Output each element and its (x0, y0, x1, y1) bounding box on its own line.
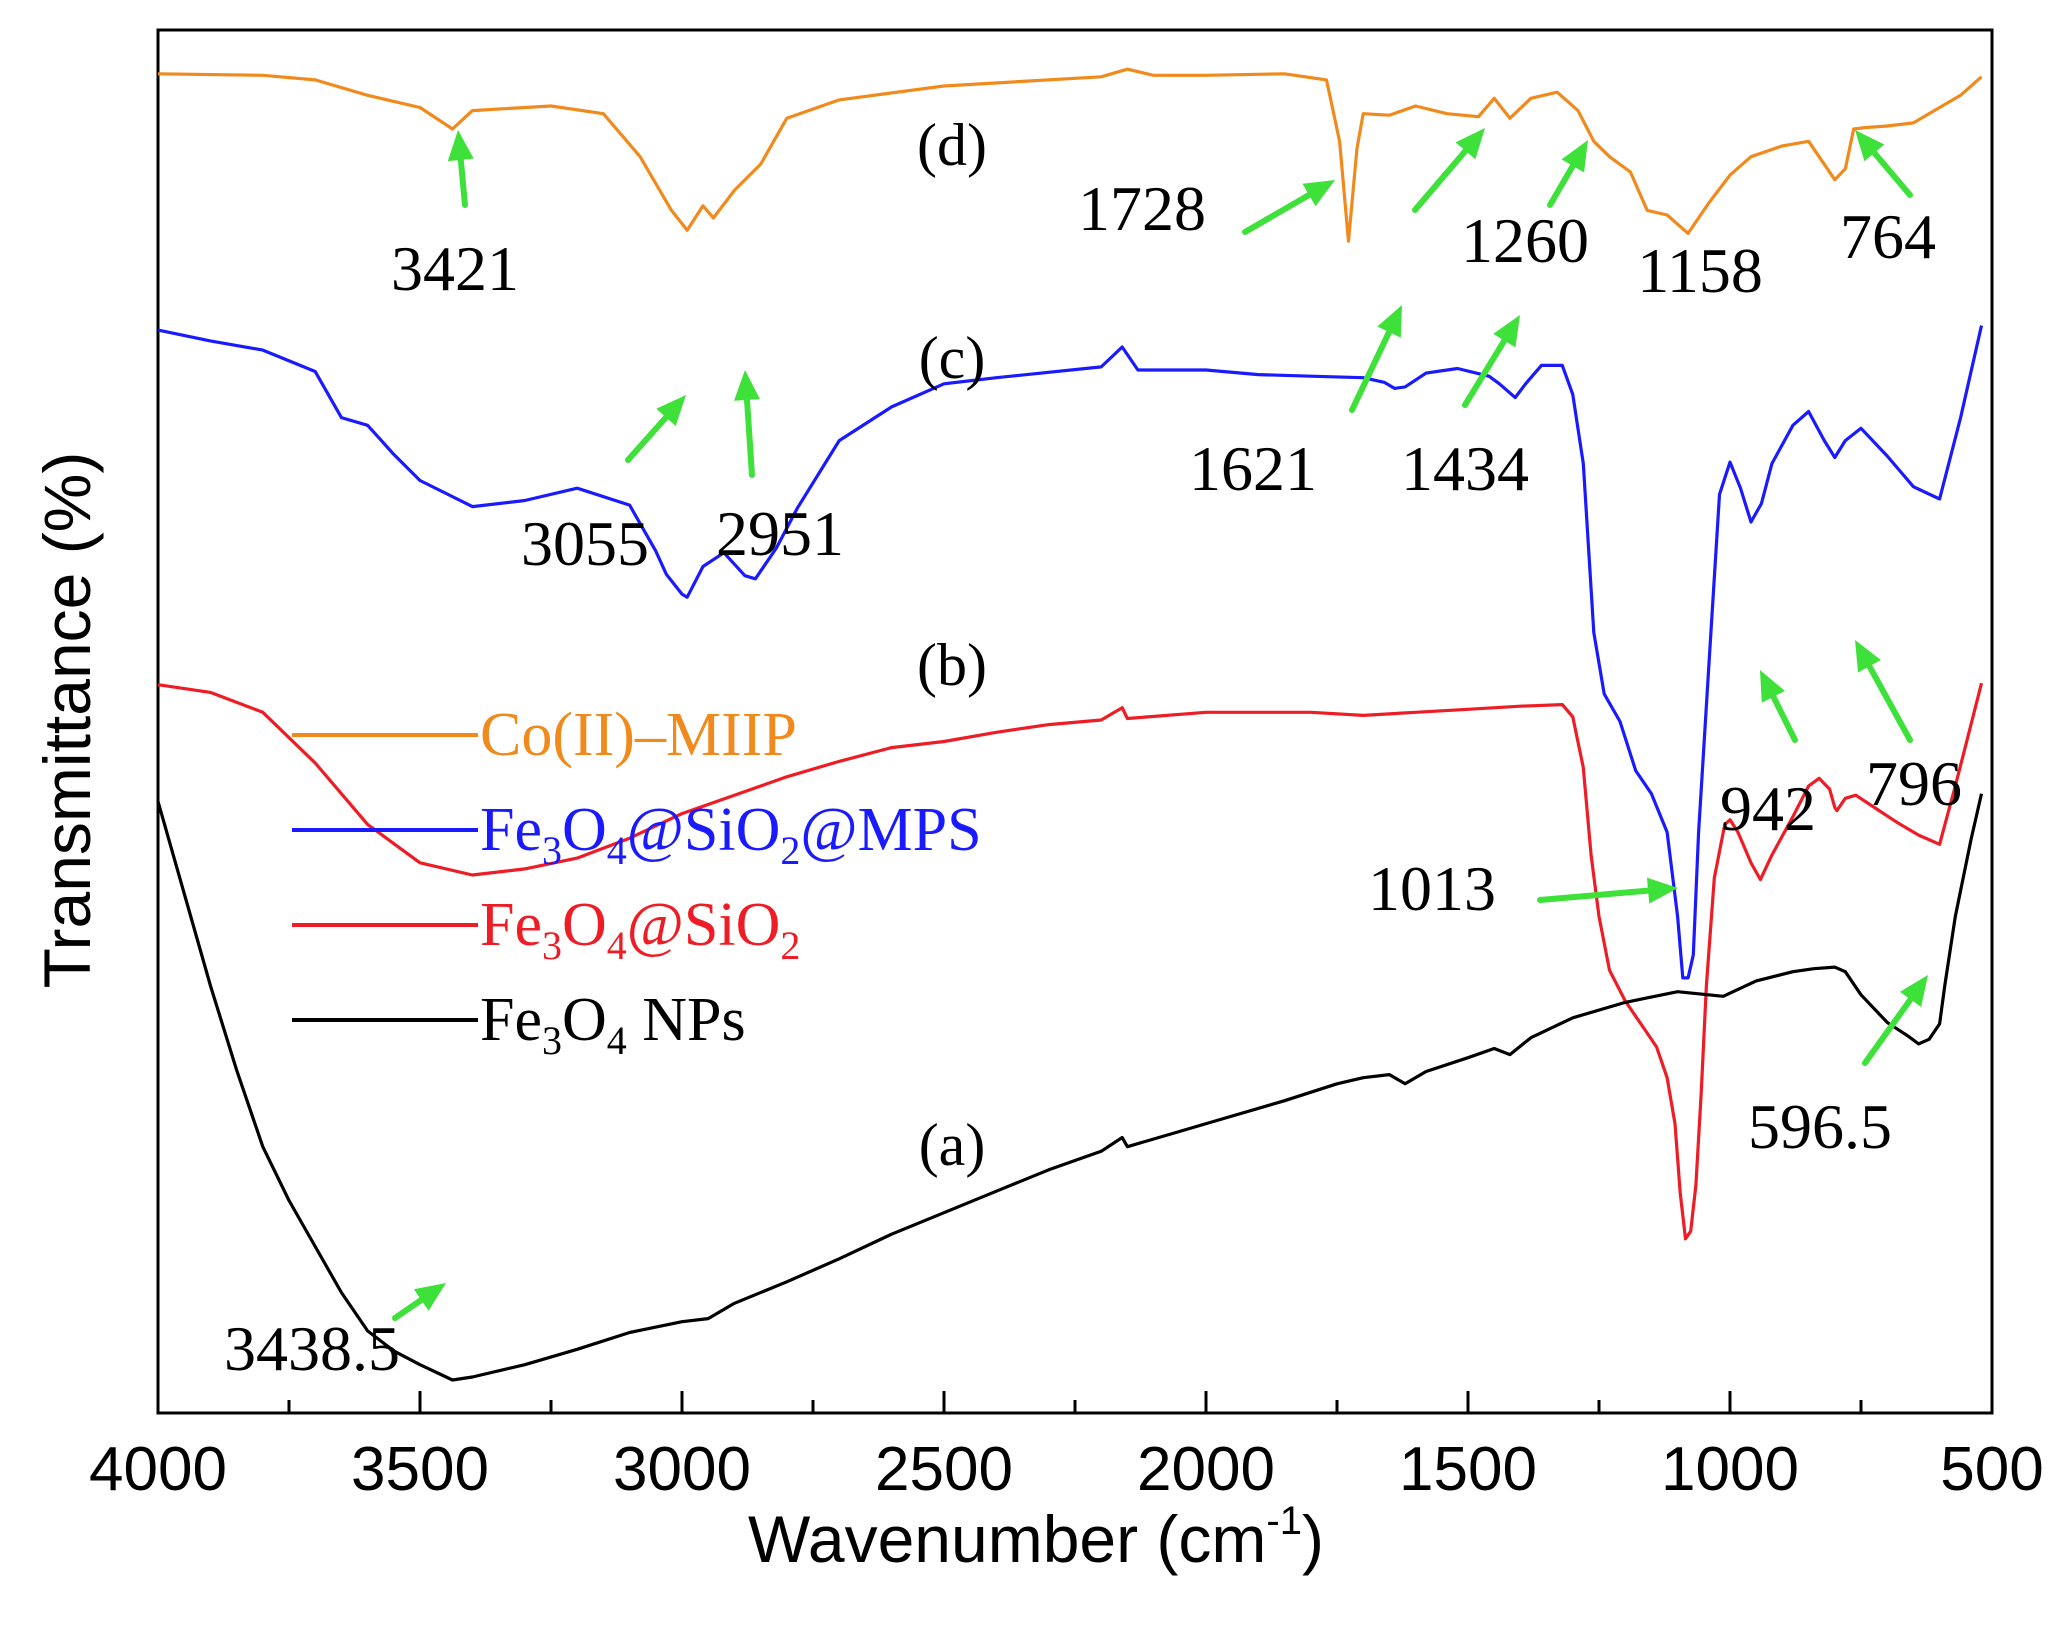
legend-text-part: O (562, 796, 607, 864)
legend-text-part: @SiO (627, 796, 781, 864)
y-axis-label: Transmittance (%) (30, 452, 104, 989)
curve-label: (b) (917, 632, 987, 698)
peak-label: 3421 (391, 233, 519, 304)
legend-text-part: 4 (607, 923, 627, 968)
x-tick-label: 4000 (89, 1435, 227, 1504)
legend-text-part: Co(II)–MIIP (480, 701, 797, 769)
annotation-arrow (1537, 877, 1678, 904)
peak-label: 764 (1840, 201, 1936, 272)
annotation-labels: 3421 1728 1260 1158 764 3055 2951 1621 1434 942 79… (224, 173, 1962, 1384)
x-axis-tick-labels: 4000 3500 3000 2500 2000 1500 1000 500 (89, 1435, 2044, 1504)
legend-text-part: 2 (780, 828, 800, 873)
series-layer (156, 67, 1984, 1382)
peak-label: 796 (1866, 748, 1962, 819)
series-line (156, 793, 1984, 1382)
annotation-arrow (1412, 128, 1485, 213)
legend-text-part: 3 (542, 923, 562, 968)
curve-label: (d) (917, 112, 987, 178)
annotation-arrow (1760, 670, 1798, 743)
series-line (157, 682, 1984, 1241)
curve-label: (a) (919, 1112, 986, 1178)
legend-text-part: 3 (542, 828, 562, 873)
legend-text-part: Fe (480, 796, 542, 864)
annotation-arrow (1462, 315, 1520, 408)
x-tick-label: 1000 (1661, 1435, 1799, 1504)
legend-text-part: NPs (627, 986, 746, 1054)
peak-label: 1260 (1461, 205, 1589, 276)
x-tick-label: 3500 (351, 1435, 489, 1504)
legend-label: Fe3O4@SiO2@MPS (480, 796, 982, 873)
legend-text-part: O (562, 986, 607, 1054)
legend-label: Co(II)–MIIP (480, 701, 797, 769)
annotation-arrow (1862, 975, 1928, 1066)
legend-text-part: @MPS (800, 796, 981, 864)
x-tick-label: 3000 (613, 1435, 751, 1504)
peak-label: 596.5 (1748, 1091, 1892, 1162)
peak-label: 1621 (1189, 433, 1317, 504)
annotation-arrow (1547, 140, 1588, 208)
peak-label: 3438.5 (224, 1313, 400, 1384)
legend-text-part: 4 (607, 1018, 627, 1063)
peak-label: 1434 (1401, 433, 1529, 504)
series-line (157, 67, 1983, 243)
legend-text-part: Fe (480, 986, 542, 1054)
legend-text-part: O (562, 891, 607, 959)
legend-text-part: 2 (780, 923, 800, 968)
legend-text-part: @SiO (627, 891, 781, 959)
peak-label: 1728 (1078, 173, 1206, 244)
legend-text-part: 3 (542, 1018, 562, 1063)
annotation-arrow (1855, 640, 1913, 743)
legend-label: Fe3O4@SiO2 (480, 891, 800, 968)
legend-text-part: Fe (480, 891, 542, 959)
peak-label: 1013 (1368, 853, 1496, 924)
annotation-arrow (625, 395, 686, 463)
peak-label: 2951 (716, 498, 844, 569)
peak-label: 942 (1720, 773, 1816, 844)
x-tick-label: 2000 (1137, 1435, 1275, 1504)
curve-label: (c) (919, 325, 986, 391)
annotation-arrow (734, 370, 760, 478)
annotation-arrows (392, 128, 1928, 1321)
peak-label: 3055 (521, 508, 649, 579)
annotation-arrow (1242, 180, 1335, 235)
annotation-arrow (1349, 305, 1402, 413)
x-tick-label: 1500 (1399, 1435, 1537, 1504)
peak-label: 1158 (1637, 235, 1763, 306)
legend-text-part: 4 (607, 828, 627, 873)
curve-labels: (d) (c) (b) (a) (917, 112, 987, 1178)
legend-label: Fe3O4 NPs (480, 986, 746, 1063)
x-tick-label: 500 (1940, 1435, 2043, 1504)
annotation-arrow (392, 1283, 446, 1321)
x-axis-label: Wavenumber (cm-1) (748, 1499, 1324, 1576)
annotation-arrow (447, 130, 474, 208)
x-axis-ticks (156, 1391, 1994, 1413)
series-line (157, 325, 1984, 980)
annotation-arrow (1855, 130, 1913, 198)
x-tick-label: 2500 (875, 1435, 1013, 1504)
legend: Co(II)–MIIPFe3O4@SiO2@MPSFe3O4@SiO2Fe3O4… (292, 701, 982, 1063)
